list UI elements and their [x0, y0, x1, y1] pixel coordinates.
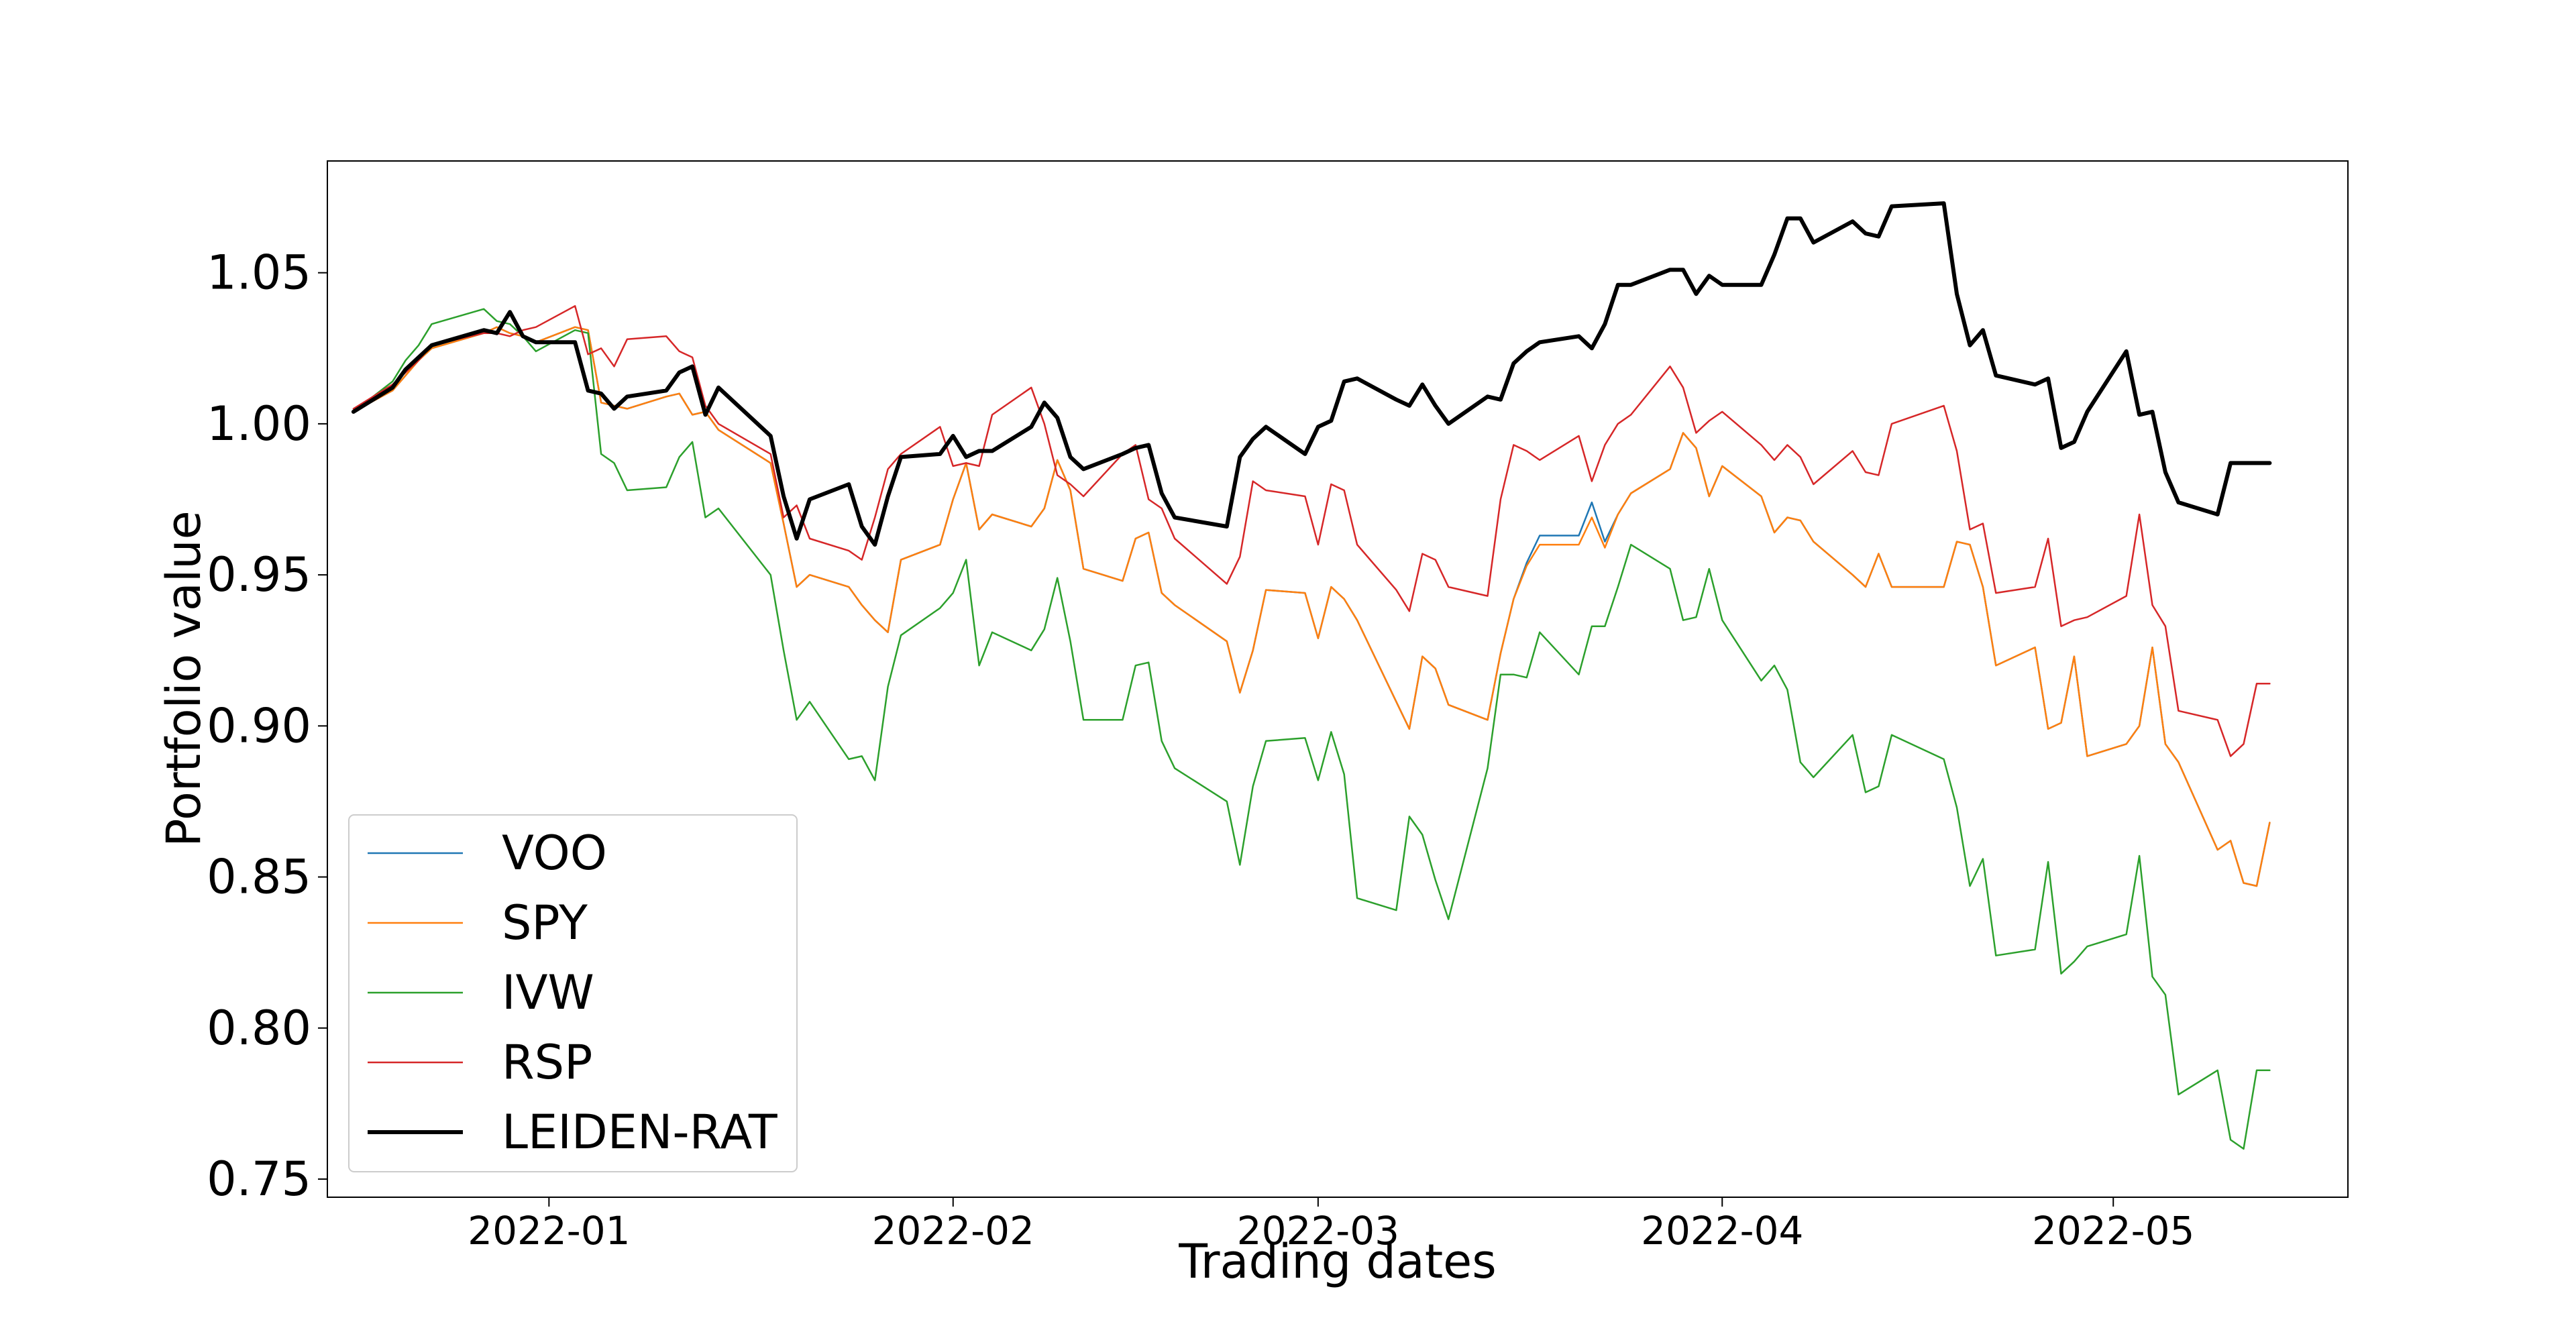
y-tick-label: 1.05	[207, 245, 311, 300]
x-tick-label: 2022-01	[468, 1208, 630, 1254]
plot-frame	[327, 160, 2349, 1198]
y-tick-label: 0.80	[207, 1001, 311, 1056]
y-tick-label: 0.90	[207, 698, 311, 753]
legend-box	[348, 814, 798, 1172]
y-tick-label: 0.75	[207, 1152, 311, 1207]
x-axis: 2022-01 2022-02 2022-03 2022-04 2022-05	[468, 1197, 2194, 1254]
legend-label-voo: VOO	[502, 826, 607, 881]
series-line-leiden-rat	[351, 201, 2272, 547]
series-layer	[351, 201, 2272, 1150]
legend-label-ivw: IVW	[502, 965, 594, 1020]
legend-label-leiden-rat: LEIDEN-RAT	[502, 1105, 777, 1160]
legend-label-spy: SPY	[502, 895, 588, 950]
x-tick-label: 2022-02	[872, 1208, 1034, 1254]
y-tick-label: 0.95	[207, 547, 311, 602]
y-tick-label: 0.85	[207, 850, 311, 905]
x-tick-label: 2022-05	[2032, 1208, 2194, 1254]
series-line-ivw	[352, 308, 2271, 1150]
series-line-spy	[352, 326, 2271, 887]
x-axis-label: Trading dates	[1178, 1234, 1496, 1289]
x-tick-label: 2022-03	[1237, 1208, 1399, 1254]
legend: VOO SPY IVW RSP LEIDEN-RAT	[348, 814, 798, 1172]
y-axis-label: Portfolio value	[156, 510, 211, 846]
x-tick-label: 2022-04	[1641, 1208, 1803, 1254]
legend-label-rsp: RSP	[502, 1035, 592, 1090]
y-tick-label: 1.00	[207, 396, 311, 451]
y-axis: 0.75 0.80 0.85 0.90 0.95 1.00 1.05	[207, 245, 327, 1207]
series-line-rsp	[352, 305, 2271, 757]
